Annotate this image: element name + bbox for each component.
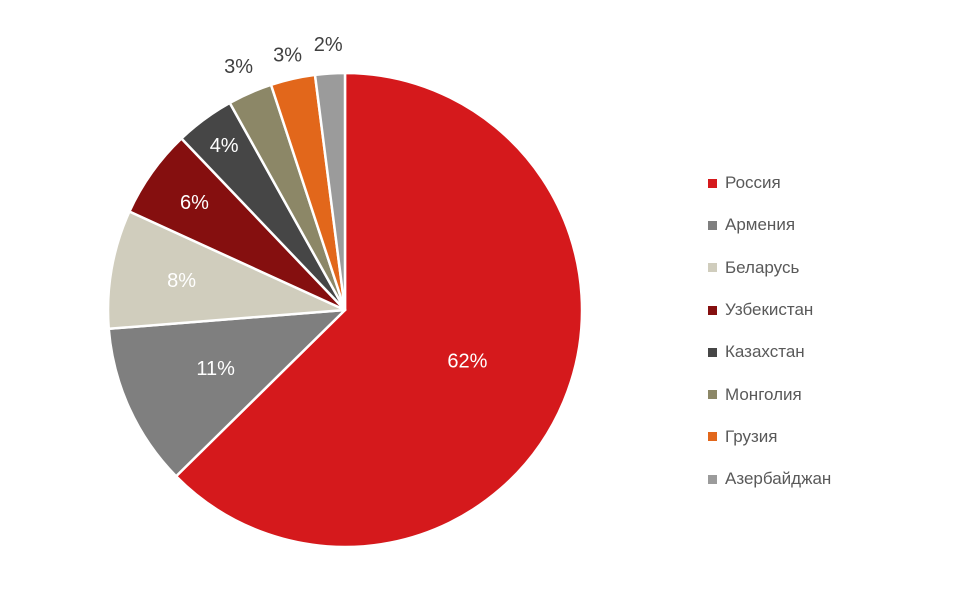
legend-swatch <box>708 432 717 442</box>
legend-item: Грузия <box>708 416 831 458</box>
legend-label: Узбекистан <box>725 300 814 320</box>
data-label-8: 2% <box>314 34 343 56</box>
legend-item: Азербайджан <box>708 458 831 500</box>
legend-label: Азербайджан <box>725 469 832 489</box>
legend-label: Казахстан <box>725 342 805 362</box>
legend-label: Монголия <box>725 384 802 404</box>
legend-label: Грузия <box>725 426 778 446</box>
pie-slice-8 <box>313 71 347 312</box>
data-label-7: 3% <box>273 45 302 67</box>
legend-swatch <box>708 390 717 400</box>
legend-label: Россия <box>725 173 781 193</box>
legend-label: Беларусь <box>725 257 800 277</box>
legend-swatch <box>708 474 717 484</box>
legend-swatch <box>708 305 717 315</box>
legend-item: Россия <box>708 162 831 204</box>
data-label-2: 11% <box>196 358 235 380</box>
pie-slices <box>106 71 584 549</box>
legend-item: Казахстан <box>708 331 831 373</box>
legend-swatch <box>708 347 717 357</box>
pie-data-labels: 62% 11% 8% 6% 4% 3% 3% 2% <box>167 34 487 380</box>
legend-label: Армения <box>725 215 796 235</box>
legend-item: Узбекистан <box>708 289 831 331</box>
legend-item: Монголия <box>708 373 831 415</box>
data-label-5: 4% <box>210 135 239 157</box>
data-label-3: 8% <box>167 270 196 292</box>
data-label-6: 3% <box>224 56 253 78</box>
pie-slice-1 <box>174 71 584 549</box>
pie-slice-3 <box>106 210 347 331</box>
legend-swatch <box>708 263 717 273</box>
legend-swatch <box>708 178 717 188</box>
pie-slice-2 <box>107 308 347 478</box>
data-label-1: 62% <box>447 350 487 372</box>
legend-swatch <box>708 220 717 230</box>
legend-item: Беларусь <box>708 247 831 289</box>
data-label-4: 6% <box>180 192 209 214</box>
chart-legend: Россия Армения Беларусь Узбекистан Казахстан… <box>708 162 831 500</box>
legend-item: Армения <box>708 204 831 246</box>
